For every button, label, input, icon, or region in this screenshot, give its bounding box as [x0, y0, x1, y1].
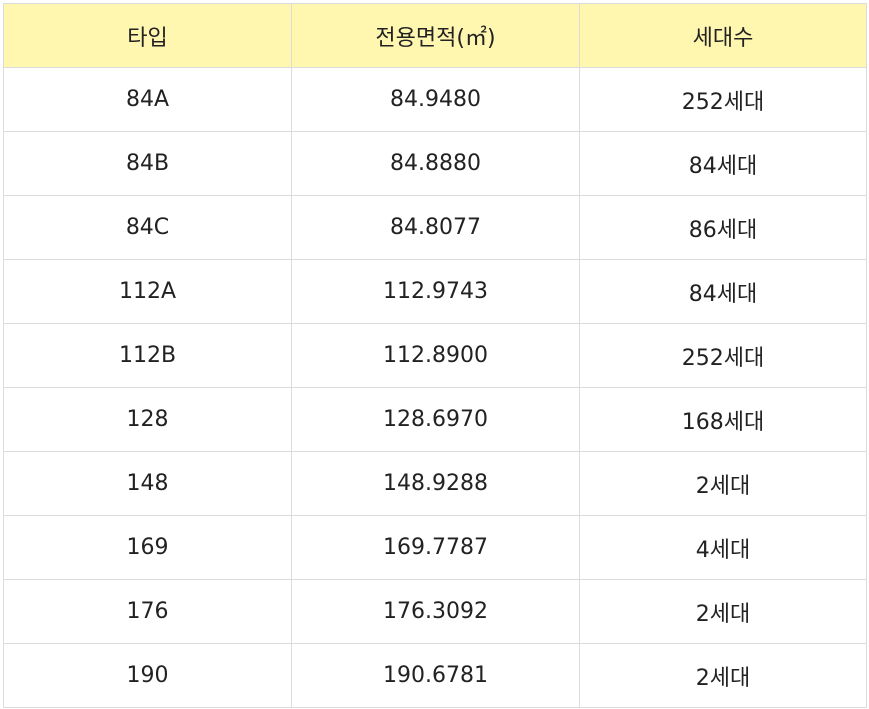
table-cell: 190	[3, 643, 292, 708]
table-row: 112A 112.9743 84세대	[3, 259, 867, 324]
table-row: 112B 112.8900 252세대	[3, 323, 867, 388]
table-cell: 128	[3, 387, 292, 452]
table-cell: 190.6781	[291, 643, 580, 708]
table-cell: 2세대	[579, 579, 867, 644]
table-cell: 169.7787	[291, 515, 580, 580]
table-cell: 2세대	[579, 643, 867, 708]
table-cell: 86세대	[579, 195, 867, 260]
table-cell: 148	[3, 451, 292, 516]
table-cell: 128.6970	[291, 387, 580, 452]
table-cell: 176.3092	[291, 579, 580, 644]
table-row: 84A 84.9480 252세대	[3, 67, 867, 132]
table-body: 84A 84.9480 252세대 84B 84.8880 84세대 84C 84.8077 8…	[3, 67, 867, 708]
table-row: 128 128.6970 168세대	[3, 387, 867, 452]
table-cell: 84C	[3, 195, 292, 260]
table-cell: 112B	[3, 323, 292, 388]
table-cell: 84B	[3, 131, 292, 196]
table-row: 169 169.7787 4세대	[3, 515, 867, 580]
table-cell: 84A	[3, 67, 292, 132]
table-cell: 84.8077	[291, 195, 580, 260]
table-cell: 169	[3, 515, 292, 580]
table-cell: 84세대	[579, 131, 867, 196]
table-cell: 112A	[3, 259, 292, 324]
table-row: 84B 84.8880 84세대	[3, 131, 867, 196]
header-cell: 타입	[3, 3, 292, 68]
table-cell: 148.9288	[291, 451, 580, 516]
table-cell: 176	[3, 579, 292, 644]
table-cell: 84세대	[579, 259, 867, 324]
table-cell: 168세대	[579, 387, 867, 452]
header-cell: 세대수	[579, 3, 867, 68]
table-cell: 112.8900	[291, 323, 580, 388]
table-cell: 84.8880	[291, 131, 580, 196]
table-row: 176 176.3092 2세대	[3, 579, 867, 644]
table-row: 190 190.6781 2세대	[3, 643, 867, 708]
table-cell: 84.9480	[291, 67, 580, 132]
data-table: 타입 전용면적(㎡) 세대수 84A 84.9480 252세대 84B 84.8880 84…	[3, 3, 867, 708]
table-cell: 2세대	[579, 451, 867, 516]
table-cell: 252세대	[579, 67, 867, 132]
header-cell: 전용면적(㎡)	[291, 3, 580, 68]
table-cell: 112.9743	[291, 259, 580, 324]
table-row: 148 148.9288 2세대	[3, 451, 867, 516]
table-cell: 4세대	[579, 515, 867, 580]
table-row: 84C 84.8077 86세대	[3, 195, 867, 260]
table-cell: 252세대	[579, 323, 867, 388]
table-header: 타입 전용면적(㎡) 세대수	[3, 3, 867, 68]
header-row: 타입 전용면적(㎡) 세대수	[3, 3, 867, 68]
